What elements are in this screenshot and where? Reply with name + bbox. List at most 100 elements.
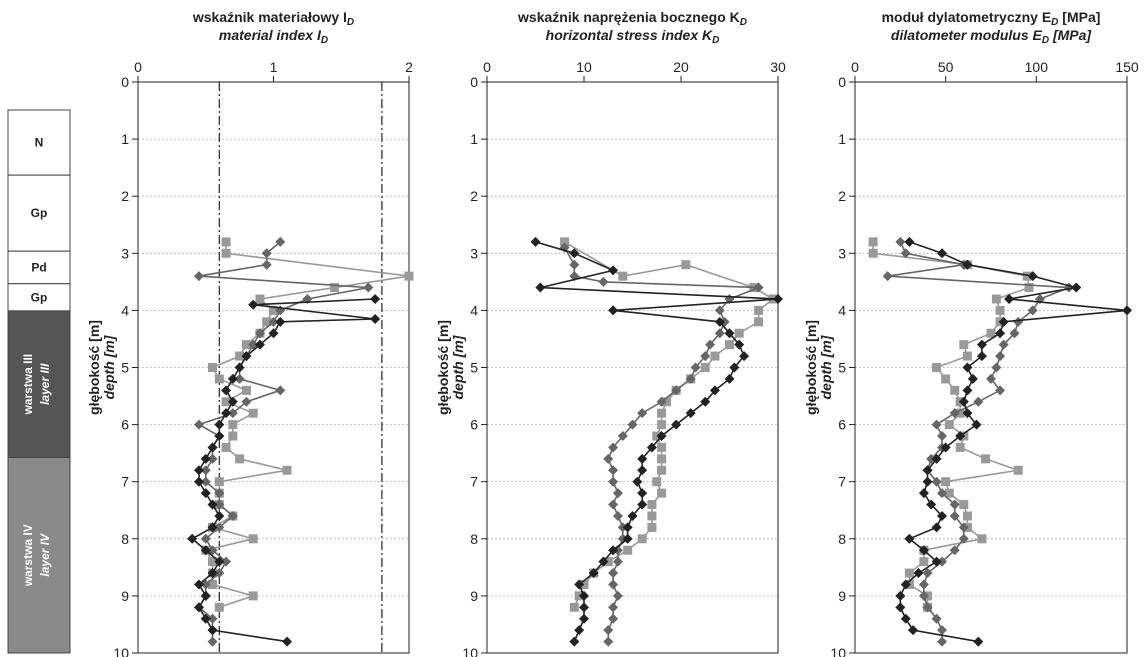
data-point	[971, 419, 982, 430]
data-point	[937, 510, 948, 521]
data-point	[579, 602, 589, 613]
data-point	[234, 373, 245, 384]
data-point	[214, 522, 225, 533]
data-point	[622, 533, 633, 544]
stratigraphic-column: N Gp Pd Gp warstwa III layer III warstwa IV lay…	[7, 109, 71, 654]
data-point	[248, 339, 259, 350]
y-tick-label: 4	[470, 302, 478, 318]
layer-label: warstwa IV	[21, 524, 35, 587]
data-point	[221, 248, 231, 258]
data-point	[632, 476, 643, 487]
x-tick-label: 150	[1115, 59, 1139, 75]
y-tick-label: 3	[838, 245, 846, 261]
data-point	[598, 276, 609, 287]
y-tick-label: 10	[830, 645, 846, 657]
y-tick-label: 2	[121, 188, 129, 204]
data-point	[950, 385, 960, 395]
y-tick-label: 5	[121, 360, 129, 376]
y-tick-label: 9	[121, 588, 129, 604]
data-point	[754, 305, 764, 315]
data-point	[922, 602, 933, 613]
data-point	[868, 237, 878, 247]
data-point	[976, 339, 987, 350]
data-point	[959, 500, 969, 510]
data-point	[995, 328, 1006, 339]
data-point	[569, 259, 580, 270]
data-point	[724, 373, 735, 384]
data-point	[241, 340, 251, 350]
data-point	[637, 534, 647, 544]
data-point	[941, 477, 951, 487]
data-point	[700, 396, 711, 407]
y-tick-label: 6	[470, 417, 478, 433]
data-point	[637, 453, 648, 464]
data-point	[657, 465, 667, 475]
y-tick-label: 0	[470, 74, 478, 90]
data-point	[958, 522, 969, 533]
data-point	[622, 522, 633, 533]
data-point	[918, 579, 929, 590]
data-point	[656, 431, 667, 442]
y-tick-label: 1	[838, 131, 846, 147]
data-point	[734, 339, 745, 350]
y-tick-label: 8	[470, 531, 478, 547]
data-point	[612, 510, 623, 521]
data-point	[608, 579, 619, 590]
data-point	[681, 260, 691, 270]
data-point	[1122, 305, 1132, 316]
layer-label: Gp	[31, 290, 48, 304]
data-point	[207, 522, 218, 533]
data-point	[214, 374, 224, 384]
data-point	[221, 408, 232, 419]
data-point	[991, 294, 1001, 304]
data-point	[955, 408, 965, 418]
chart-title-en-subscript: D	[712, 35, 719, 46]
data-point	[1022, 271, 1032, 281]
data-point	[603, 625, 614, 636]
data-point	[714, 316, 725, 327]
data-point	[995, 385, 1006, 396]
data-point	[962, 385, 973, 396]
data-point	[200, 453, 211, 464]
data-point	[995, 305, 1005, 315]
data-point	[637, 465, 648, 476]
data-point	[208, 557, 218, 567]
chart-title-subscript: D	[740, 17, 747, 28]
data-point	[998, 339, 1009, 350]
data-point	[370, 293, 381, 304]
data-point	[207, 545, 218, 556]
data-point	[904, 236, 915, 247]
y-tick-label: 2	[838, 188, 846, 204]
y-tick-label: 8	[838, 531, 846, 547]
data-point	[612, 556, 623, 567]
data-point	[962, 511, 972, 521]
y-tick-label: 8	[121, 531, 129, 547]
data-point	[729, 362, 740, 373]
data-point	[931, 522, 942, 533]
series-line	[535, 241, 779, 642]
data-point	[962, 351, 972, 361]
data-point	[329, 283, 339, 293]
layer-label: Pd	[31, 260, 46, 274]
data-point	[193, 476, 204, 487]
y-axis-label-en: depth [m]	[818, 334, 834, 399]
data-point	[955, 431, 966, 442]
data-point	[671, 419, 682, 430]
data-point	[931, 613, 942, 624]
data-point	[1071, 282, 1082, 293]
y-axis-label-en: depth [m]	[450, 334, 466, 399]
data-point	[200, 476, 211, 487]
data-point	[200, 579, 211, 590]
data-point	[647, 511, 657, 521]
data-point	[617, 431, 628, 442]
data-point	[1024, 283, 1034, 293]
layer-label-en: layer III	[38, 363, 52, 405]
data-point	[241, 351, 252, 362]
data-point	[248, 534, 258, 544]
data-point	[986, 328, 996, 338]
data-point	[991, 362, 1002, 373]
data-point	[228, 420, 238, 430]
chart-title-en: dilatometer modulus ED [MPa]	[891, 27, 1092, 46]
data-point	[922, 568, 933, 579]
